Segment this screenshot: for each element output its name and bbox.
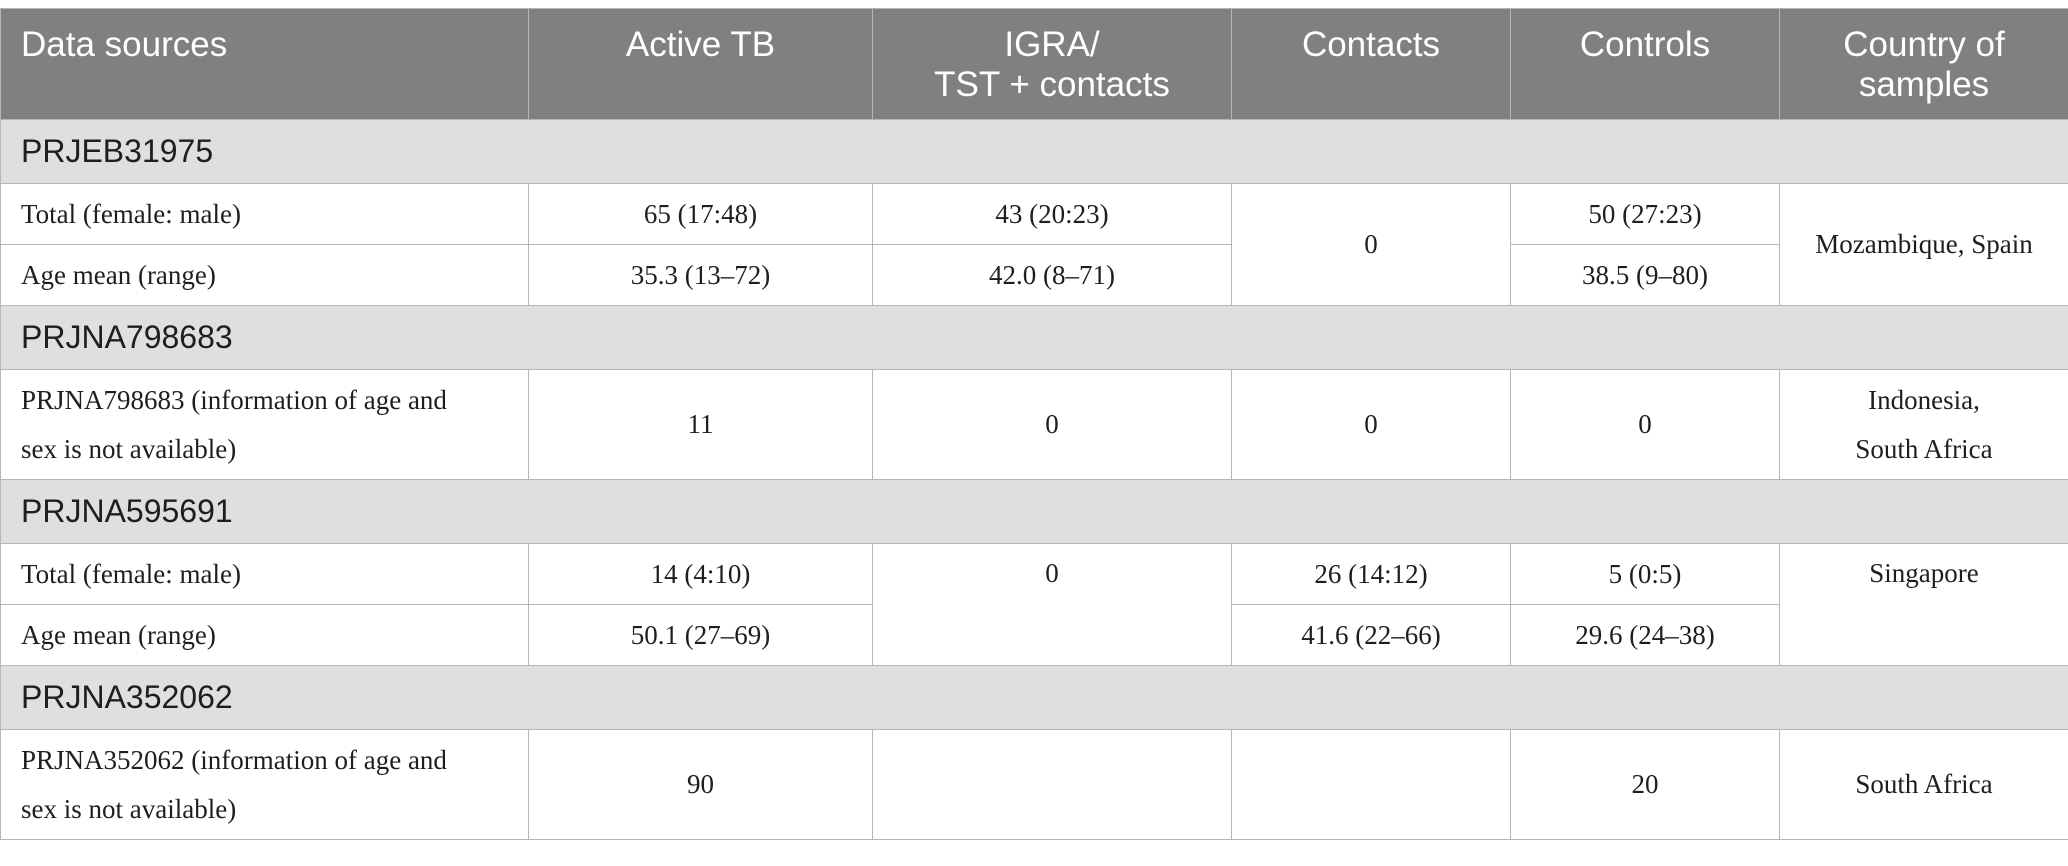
row-label-line2: sex is not available) [21,433,237,464]
cell-controls: 0 [1510,369,1780,480]
header-contacts: Contacts [1231,8,1511,120]
header-igra-tst-contacts: IGRA/TST + contacts [872,8,1232,120]
row-label: PRJNA798683 (information of age and sex i… [0,369,529,480]
header-controls: Controls [1510,8,1780,120]
country-line1: Indonesia, [1868,384,1980,415]
cell-country: Mozambique, Spain [1779,183,2068,306]
cell-active-tb: 11 [528,369,873,480]
cell-igra [872,729,1232,840]
group-row-prjna352062: PRJNA352062 [0,665,2068,730]
table-row: PRJNA352062 (information of age and sex i… [0,729,2068,840]
cell-controls: 20 [1510,729,1780,840]
cell-active-tb: 14 (4:10) [528,543,873,605]
cell-controls: 29.6 (24–38) [1510,604,1780,666]
cell-igra: 0 [872,369,1232,480]
cell-contacts [1231,729,1511,840]
cell-country: South Africa [1779,729,2068,840]
table-row: PRJNA798683 (information of age and sex i… [0,369,2068,480]
cell-controls: 5 (0:5) [1510,543,1780,605]
cell-contacts: 0 [1231,369,1511,480]
cell-controls: 38.5 (9–80) [1510,244,1780,306]
cell-contacts: 0 [1231,183,1511,306]
cell-active-tb: 65 (17:48) [528,183,873,245]
group-title: PRJEB31975 [0,119,2068,184]
cell-igra: 0 [872,543,1232,666]
cell-active-tb: 35.3 (13–72) [528,244,873,306]
group-title: PRJNA798683 [0,305,2068,370]
header-data-sources: Data sources [0,8,529,120]
cell-active-tb: 90 [528,729,873,840]
cell-country: Indonesia, South Africa [1779,369,2068,480]
group-title: PRJNA595691 [0,479,2068,544]
header-country-of-samples: Country of samples [1779,8,2068,120]
table-row: Age mean (range) 35.3 (13–72) 42.0 (8–71… [0,244,2068,306]
cell-country: Singapore [1779,543,2068,666]
table-row: Total (female: male) 65 (17:48) 43 (20:2… [0,183,2068,306]
cell-contacts: 41.6 (22–66) [1231,604,1511,666]
row-label-line1: PRJNA798683 (information of age and [21,384,447,415]
header-country-line2: samples [1858,65,1990,104]
row-label: Total (female: male) [0,183,529,245]
table-row: Total (female: male) 14 (4:10) 0 26 (14:… [0,543,2068,666]
cell-active-tb: 50.1 (27–69) [528,604,873,666]
row-label-line2: sex is not available) [21,793,237,824]
header-row: Data sources Active TB IGRA/TST + contac… [0,8,2068,120]
header-igra-line1: IGRA/ [1004,25,1100,64]
cell-igra: 42.0 (8–71) [872,244,1232,306]
country-line2: South Africa [1855,433,1993,464]
row-label-line1: PRJNA352062 (information of age and [21,744,447,775]
group-row-prjna798683: PRJNA798683 [0,305,2068,370]
group-row-prjna595691: PRJNA595691 [0,479,2068,544]
cell-contacts: 26 (14:12) [1231,543,1511,605]
row-label: PRJNA352062 (information of age and sex i… [0,729,529,840]
group-title: PRJNA352062 [0,665,2068,730]
table-wrapper: Data sources Active TB IGRA/TST + contac… [0,8,2068,840]
group-row-prjeb31975: PRJEB31975 [0,119,2068,184]
header-country-line1: Country of [1843,25,2005,64]
cell-controls: 50 (27:23) [1510,183,1780,245]
header-igra-line2: TST + contacts [934,65,1170,104]
row-label: Age mean (range) [0,604,529,666]
row-label: Total (female: male) [0,543,529,605]
cell-igra: 43 (20:23) [872,183,1232,245]
header-active-tb: Active TB [528,8,873,120]
data-sources-table: Data sources Active TB IGRA/TST + contac… [0,8,2068,840]
row-label: Age mean (range) [0,244,529,306]
